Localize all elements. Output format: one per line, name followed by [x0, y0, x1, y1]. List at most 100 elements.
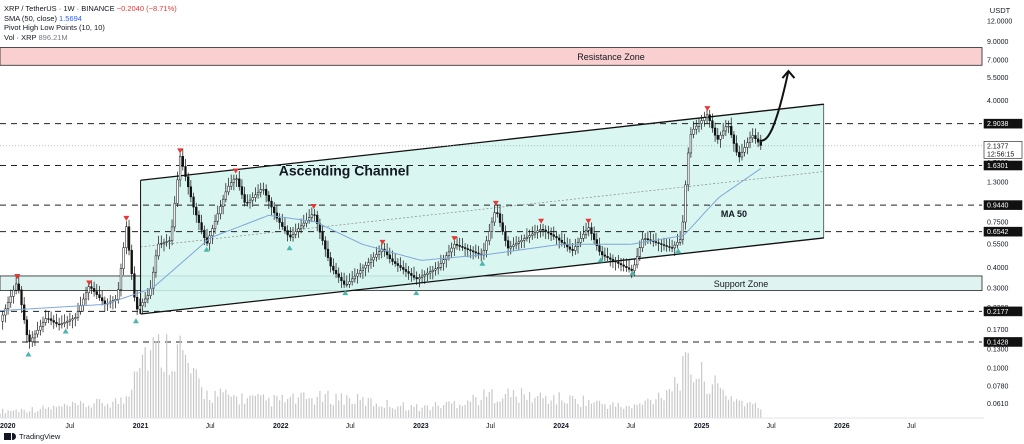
volume-bar: [494, 403, 496, 418]
volume-bar: [671, 391, 673, 418]
volume-bar: [528, 392, 531, 418]
volume-bar: [308, 398, 310, 418]
candle-body: [12, 289, 15, 297]
candle-body: [485, 240, 488, 251]
candle-body: [703, 117, 706, 121]
volume-bar: [746, 402, 748, 418]
volume-bar: [332, 405, 334, 418]
candle-body: [264, 189, 268, 196]
volume-bar: [313, 404, 316, 418]
volume-bar: [647, 398, 649, 418]
volume-bar: [93, 403, 95, 418]
price-axis-currency: USDT: [990, 6, 1011, 15]
volume-bar: [311, 398, 313, 418]
volume-bar: [343, 404, 345, 418]
volume-bar: [319, 390, 321, 418]
volume-bar: [230, 396, 232, 418]
candle-body: [302, 222, 305, 227]
volume-bar: [434, 401, 437, 418]
volume-bar: [268, 397, 270, 418]
volume-bar: [88, 405, 90, 418]
candle-body: [560, 239, 564, 243]
candle-body: [455, 243, 459, 246]
candle-body: [558, 237, 561, 241]
volume-bar: [235, 396, 238, 418]
candle-body: [574, 246, 577, 251]
candle-body: [192, 196, 195, 208]
candle-body: [614, 260, 617, 263]
pivot-low-marker: [25, 351, 32, 357]
candle-body: [17, 283, 20, 291]
price-tag-text: 0.9440: [987, 203, 1009, 210]
volume-bar: [485, 396, 488, 418]
volume-bar: [179, 335, 181, 418]
candle-body: [431, 269, 434, 272]
volume-bar: [96, 398, 98, 418]
volume-bar: [222, 392, 224, 418]
candle-body: [213, 220, 217, 229]
candle-body: [377, 251, 381, 255]
candle-body: [732, 134, 736, 144]
volume-bar: [537, 396, 539, 418]
volume-bar: [674, 377, 676, 418]
candle-body: [695, 126, 698, 130]
volume-bar: [15, 409, 17, 418]
volume-bar: [133, 371, 136, 418]
candle-body: [420, 275, 424, 278]
candle-body: [463, 247, 467, 249]
legend-vol-label: Vol · XRP: [4, 32, 37, 42]
volume-bar: [687, 352, 689, 418]
candle-body: [211, 228, 214, 237]
volume-bar: [176, 344, 179, 418]
candle-body: [149, 288, 152, 296]
volume-bar: [125, 396, 127, 418]
pivot-low-marker: [286, 245, 293, 251]
candle-body: [95, 291, 98, 295]
volume-bar: [338, 400, 340, 418]
volume-bar: [402, 402, 404, 418]
candle-body: [364, 265, 367, 269]
candle-body: [676, 242, 679, 246]
y-tick-label: 4.0000: [987, 98, 1009, 105]
volume-bar: [426, 405, 429, 418]
candle-body: [55, 321, 58, 325]
candle-body: [39, 326, 42, 331]
volume-bar: [660, 398, 662, 418]
candle-body: [130, 249, 133, 274]
volume-bar: [324, 394, 326, 418]
pivot-high-marker: [177, 148, 184, 154]
volume-bar: [408, 410, 410, 418]
candle-body: [52, 320, 55, 323]
candle-body: [727, 125, 730, 128]
y-tick-label: 12.0000: [987, 18, 1012, 25]
candle-body: [630, 268, 633, 271]
volume-bar: [733, 401, 735, 418]
volume-bar: [738, 400, 740, 418]
candle-body: [697, 123, 701, 127]
volume-bar: [389, 406, 391, 418]
y-tick-label: 5.5000: [987, 75, 1009, 82]
volume-bar: [300, 392, 302, 418]
volume-bar: [217, 396, 219, 418]
y-tick-label: 0.4000: [987, 265, 1009, 272]
price-tag-text: 2.1377: [987, 143, 1009, 150]
volume-bar: [477, 405, 480, 418]
legend-symbol-row: XRP / TetherUS · 1W · BINANCE −0.2040 (−…: [4, 4, 177, 14]
volume-bar: [166, 334, 168, 418]
x-tick-label: 2026: [834, 423, 850, 430]
legend-sma-label: SMA (50, close): [4, 13, 57, 23]
candle-body: [407, 271, 410, 274]
volume-bar: [539, 392, 541, 418]
volume-bar: [741, 400, 743, 418]
candle-body: [705, 114, 709, 118]
candle-body: [157, 243, 160, 257]
x-tick-label: 2022: [273, 423, 289, 430]
price-tag-text: 0.1428: [987, 339, 1009, 346]
chart-legend: XRP / TetherUS · 1W · BINANCE −0.2040 (−…: [4, 4, 177, 42]
candle-body: [399, 265, 402, 268]
price-tag: 0.2177: [983, 306, 1023, 317]
price-tag-text: 0.2177: [987, 309, 1009, 316]
candle-body: [178, 156, 182, 181]
pivot-low-marker: [342, 290, 349, 296]
